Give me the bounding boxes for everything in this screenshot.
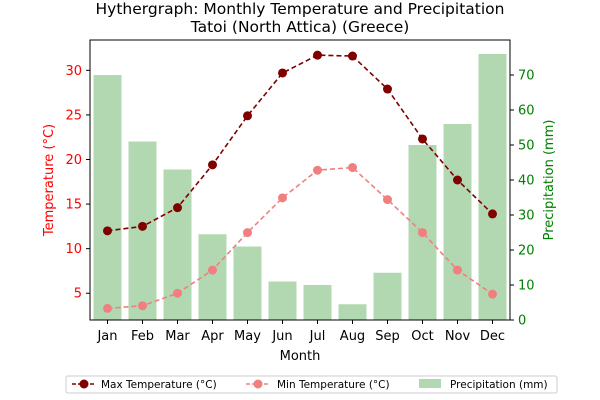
left-tick-label: 25 — [65, 108, 82, 123]
x-tick-label: Jan — [96, 329, 117, 344]
right-tick-label: 70 — [518, 69, 535, 84]
x-tick-label: May — [234, 329, 261, 344]
min-temperature-line — [107, 166, 493, 310]
left-tick-label: 10 — [65, 242, 82, 257]
right-tick-label: 50 — [518, 139, 535, 154]
max-temperature-point — [383, 84, 392, 94]
min-temperature-point — [313, 165, 322, 175]
precipitation-bars — [93, 54, 507, 320]
min-temperature-point — [103, 303, 112, 313]
legend-min-label: Min Temperature (°C) — [277, 379, 390, 391]
precipitation-bar — [478, 54, 507, 320]
max-temperature-line — [107, 54, 494, 232]
max-temperature-point — [348, 51, 357, 61]
max-temperature-point — [208, 160, 217, 170]
x-tick-label: Dec — [480, 329, 505, 344]
y-axis-label-left: Temperature (°C) — [42, 124, 57, 237]
right-tick-label: 30 — [518, 209, 535, 224]
x-tick-label: Sep — [375, 329, 400, 344]
left-tick-label: 20 — [65, 153, 82, 168]
precipitation-bar — [443, 124, 472, 320]
left-tick-label: 15 — [65, 198, 82, 213]
legend-max-label: Max Temperature (°C) — [101, 379, 217, 391]
right-axis-ticks: 0 10 20 30 40 50 60 70 — [510, 69, 535, 329]
legend-precip-swatch-icon — [419, 379, 441, 388]
max-temperature-point — [278, 68, 287, 78]
legend-max-marker-icon — [79, 379, 89, 389]
min-temperature-point — [208, 265, 217, 275]
legend-item-max-temperature: Max Temperature (°C) — [72, 379, 217, 391]
max-temperature-point — [488, 209, 497, 219]
chart-title-line1: Hythergraph: Monthly Temperature and Pre… — [96, 0, 505, 18]
min-temperature-point — [278, 193, 287, 203]
max-temperature-point — [243, 111, 252, 121]
min-temperature-point — [138, 301, 147, 311]
right-tick-label: 40 — [518, 174, 535, 189]
max-temperature-point — [173, 203, 182, 213]
max-temperature-point — [138, 221, 147, 231]
min-temperature-point — [383, 195, 392, 205]
left-tick-label: 5 — [74, 287, 82, 302]
precipitation-bar — [338, 304, 367, 320]
x-tick-label: Nov — [445, 329, 471, 344]
min-temperature-point — [173, 288, 182, 298]
right-tick-label: 10 — [518, 279, 535, 294]
right-tick-label: 0 — [518, 314, 526, 329]
legend-item-precipitation: Precipitation (mm) — [419, 379, 548, 391]
legend-min-marker-icon — [253, 379, 263, 389]
left-tick-label: 30 — [65, 64, 82, 79]
left-axis-ticks: 5 10 15 20 25 30 — [65, 64, 90, 302]
precipitation-bar — [233, 246, 262, 320]
precipitation-bar — [373, 272, 402, 320]
x-tick-label: Jun — [271, 329, 292, 344]
right-tick-label: 60 — [518, 104, 535, 119]
min-temperature-point — [488, 289, 497, 299]
x-tick-label: Feb — [131, 329, 154, 344]
x-tick-label: Apr — [201, 329, 224, 344]
x-axis-ticks: Jan Feb Mar Apr May Jun Jul Aug Sep Oct Nov Dec — [96, 320, 505, 344]
x-axis-label: Month — [280, 349, 321, 364]
max-temperature-point — [453, 175, 462, 185]
x-tick-label: Oct — [411, 329, 433, 344]
min-temperature-point — [418, 228, 427, 238]
precipitation-bar — [93, 75, 122, 320]
min-temperature-point — [243, 228, 252, 238]
legend: Max Temperature (°C) Min Temperature (°C… — [65, 375, 558, 394]
min-temperature-point — [348, 163, 357, 173]
max-temperature-point — [313, 50, 322, 60]
x-tick-label: Aug — [340, 329, 365, 344]
precipitation-bar — [198, 234, 227, 320]
precipitation-bar — [303, 285, 332, 320]
max-temperature-point — [103, 226, 112, 236]
legend-item-min-temperature: Min Temperature (°C) — [246, 379, 390, 391]
precipitation-bar — [268, 281, 297, 320]
x-tick-label: Mar — [165, 329, 190, 344]
min-temperature-point — [453, 265, 462, 275]
right-tick-label: 20 — [518, 244, 535, 259]
legend-precip-label: Precipitation (mm) — [450, 379, 548, 391]
y-axis-label-right: Precipitation (mm) — [542, 120, 557, 241]
x-tick-label: Jul — [309, 329, 326, 344]
temperature-lines — [103, 50, 497, 313]
chart-title-line2: Tatoi (North Attica) (Greece) — [190, 18, 410, 36]
max-temperature-point — [418, 134, 427, 144]
